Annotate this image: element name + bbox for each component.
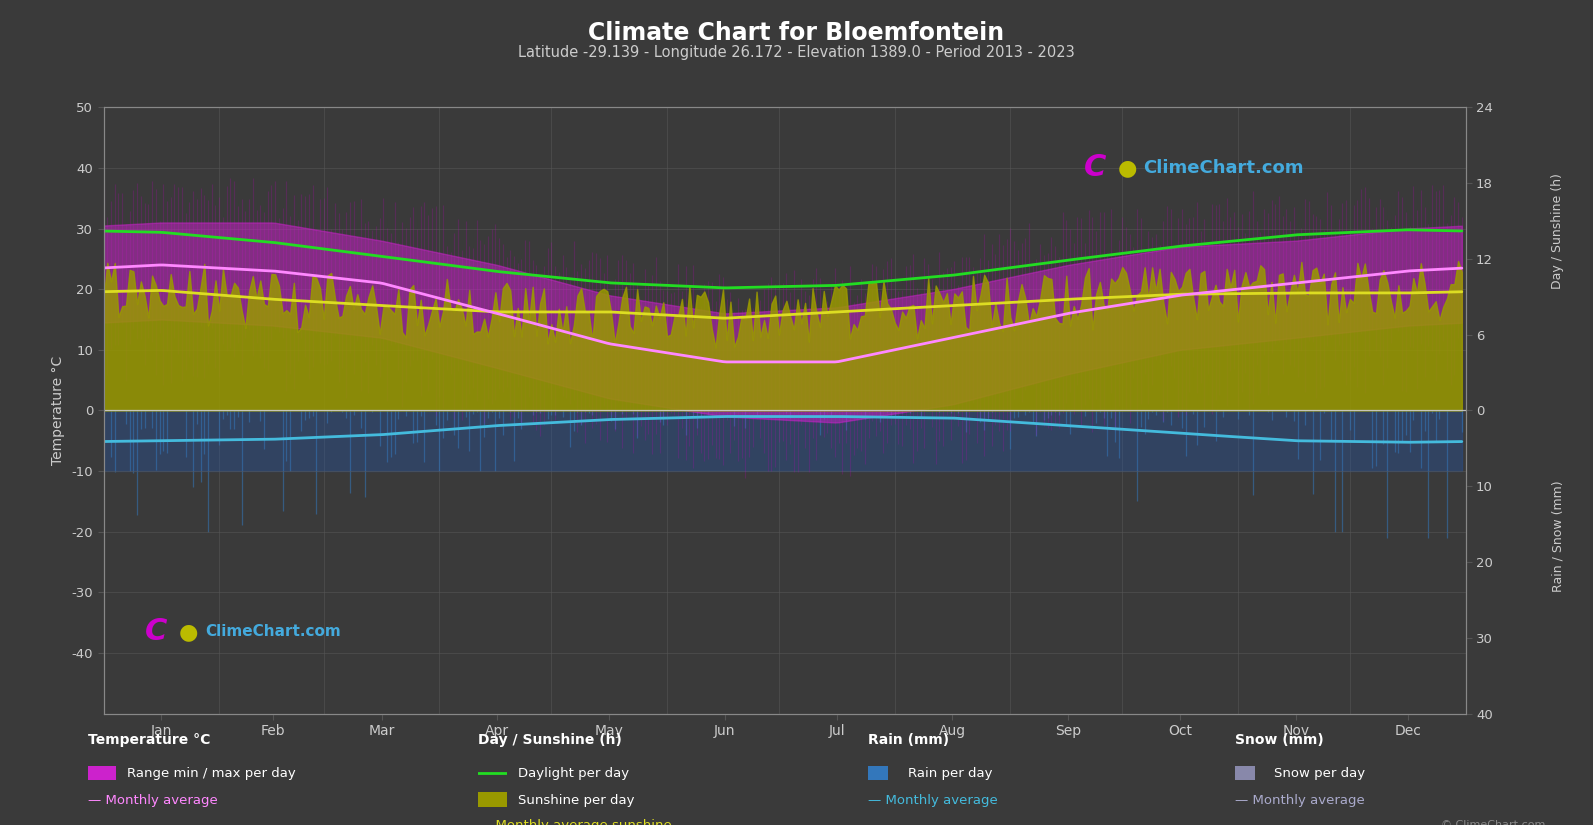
Text: Climate Chart for Bloemfontein: Climate Chart for Bloemfontein	[588, 21, 1005, 45]
Text: Rain / Snow (mm): Rain / Snow (mm)	[1552, 480, 1564, 592]
Text: ●: ●	[178, 622, 198, 642]
Text: © ClimeChart.com: © ClimeChart.com	[1440, 820, 1545, 825]
Text: ClimeChart.com: ClimeChart.com	[205, 625, 341, 639]
Text: — Monthly average: — Monthly average	[1235, 794, 1364, 807]
Text: — Monthly average: — Monthly average	[88, 794, 217, 807]
Text: Snow per day: Snow per day	[1274, 767, 1365, 780]
Text: Range min / max per day: Range min / max per day	[127, 767, 296, 780]
Text: Snow (mm): Snow (mm)	[1235, 733, 1324, 747]
Text: ClimeChart.com: ClimeChart.com	[1142, 159, 1303, 177]
Text: C: C	[145, 617, 167, 646]
Text: Daylight per day: Daylight per day	[518, 767, 629, 780]
Text: Day / Sunshine (h): Day / Sunshine (h)	[1552, 173, 1564, 289]
Text: — Monthly average: — Monthly average	[868, 794, 997, 807]
Text: Rain per day: Rain per day	[908, 767, 992, 780]
Text: Temperature °C: Temperature °C	[88, 733, 210, 747]
Text: C: C	[1085, 153, 1107, 182]
Text: ●: ●	[1118, 158, 1137, 178]
Text: Day / Sunshine (h): Day / Sunshine (h)	[478, 733, 621, 747]
Text: — Monthly average sunshine: — Monthly average sunshine	[478, 818, 672, 825]
Text: Rain (mm): Rain (mm)	[868, 733, 949, 747]
Y-axis label: Temperature °C: Temperature °C	[51, 356, 65, 465]
Text: Sunshine per day: Sunshine per day	[518, 794, 634, 807]
Text: Latitude -29.139 - Longitude 26.172 - Elevation 1389.0 - Period 2013 - 2023: Latitude -29.139 - Longitude 26.172 - El…	[518, 45, 1075, 60]
